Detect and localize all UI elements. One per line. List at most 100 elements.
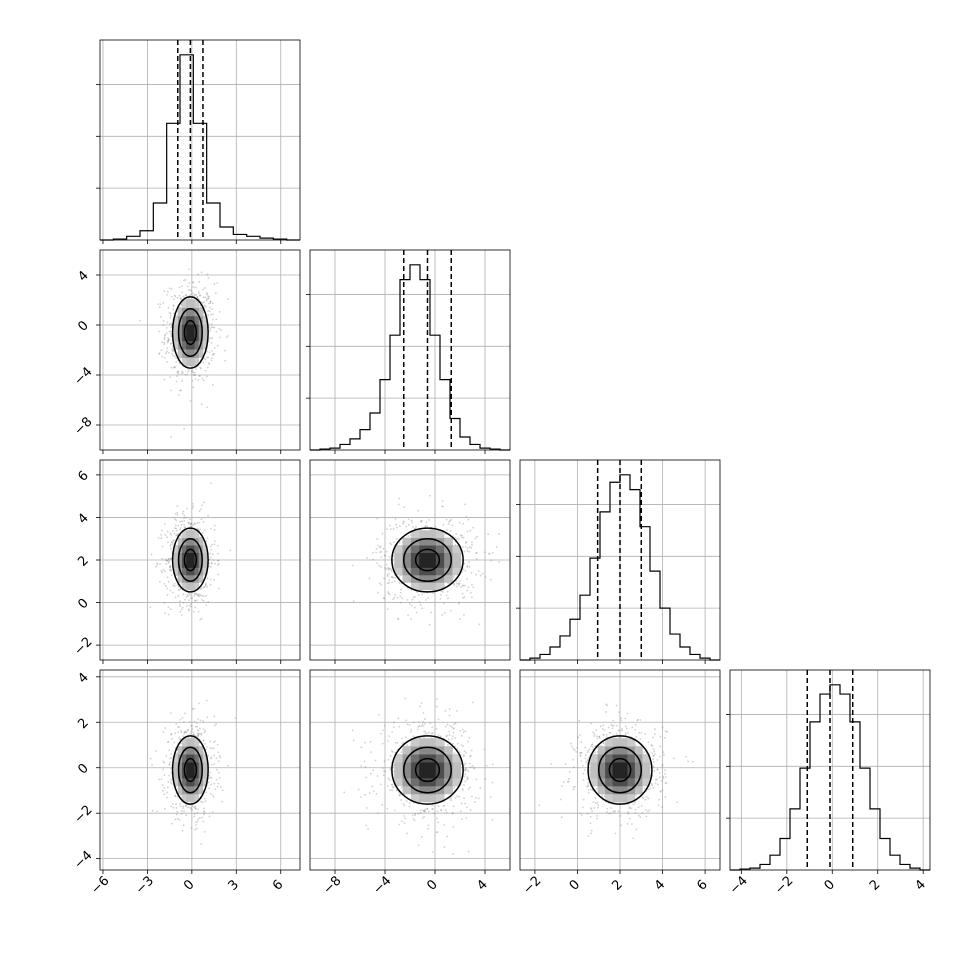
sample-point — [461, 571, 464, 574]
sample-point — [162, 768, 165, 771]
y-tick-label: 6 — [75, 468, 91, 484]
sample-point — [423, 815, 426, 818]
sample-point — [562, 781, 565, 784]
sample-point — [203, 301, 205, 304]
sample-point — [417, 728, 419, 731]
sample-point — [396, 741, 399, 744]
sample-point — [662, 777, 665, 780]
sample-point — [214, 740, 217, 743]
sample-point — [202, 521, 205, 523]
panel-frame — [99, 669, 301, 871]
sample-point — [453, 723, 456, 726]
sample-point — [471, 764, 474, 767]
sample-point — [383, 760, 386, 762]
sample-point — [431, 804, 434, 807]
sample-point — [458, 582, 461, 585]
sample-point — [407, 614, 410, 617]
sample-point — [183, 712, 186, 715]
sample-point — [659, 776, 661, 779]
sample-point — [210, 482, 212, 485]
sample-point — [632, 803, 635, 806]
sample-point — [177, 394, 180, 397]
sample-point — [176, 817, 179, 820]
sample-point — [189, 807, 192, 810]
sample-point — [209, 776, 212, 779]
sample-point — [177, 370, 180, 373]
sample-point — [364, 741, 366, 744]
sample-point — [476, 535, 479, 538]
sample-point — [173, 527, 176, 530]
sample-point — [417, 721, 420, 723]
sample-point — [186, 373, 188, 376]
density-cell — [590, 762, 599, 771]
sample-point — [577, 736, 580, 739]
sample-point — [200, 617, 203, 620]
sample-point — [151, 809, 154, 812]
sample-point — [488, 553, 491, 555]
sample-point — [444, 809, 447, 811]
sample-point — [190, 827, 193, 829]
sample-point — [491, 763, 494, 766]
sample-point — [454, 736, 457, 739]
sample-point — [391, 576, 394, 579]
sample-point — [191, 294, 194, 297]
sample-point — [455, 533, 458, 535]
sample-point — [579, 812, 582, 815]
sample-point — [421, 607, 424, 610]
sample-point — [462, 536, 465, 539]
sample-point — [178, 294, 181, 297]
sample-point — [400, 751, 403, 754]
sample-point — [383, 725, 386, 727]
sample-point — [189, 293, 192, 296]
sample-point — [399, 601, 402, 604]
sample-point — [205, 746, 208, 749]
sample-point — [209, 300, 212, 302]
sample-point — [196, 735, 199, 738]
sample-point — [209, 302, 212, 304]
sample-point — [618, 711, 620, 714]
sample-point — [209, 328, 212, 330]
sample-point — [426, 732, 429, 735]
sample-point — [453, 752, 456, 754]
density-cell — [444, 552, 453, 561]
sample-point — [175, 357, 177, 360]
sample-point — [181, 371, 184, 374]
density-cell — [620, 738, 628, 747]
density-cell — [419, 552, 428, 561]
sample-point — [652, 754, 655, 757]
sample-point — [386, 567, 389, 569]
sample-point — [656, 768, 659, 771]
sample-point — [601, 794, 604, 796]
sample-point — [431, 850, 434, 853]
sample-point — [158, 580, 161, 583]
sample-point — [185, 507, 188, 510]
sample-point — [596, 737, 599, 740]
sample-point — [169, 608, 172, 611]
sample-point — [449, 797, 452, 800]
sample-point — [392, 528, 395, 530]
density-cell — [642, 770, 651, 779]
sample-point — [182, 295, 185, 298]
density-cell — [202, 560, 208, 568]
sample-point — [210, 783, 213, 786]
sample-point — [198, 510, 201, 513]
sample-point — [215, 330, 218, 333]
sample-point — [440, 809, 443, 812]
sample-point — [179, 805, 182, 808]
density-cell — [444, 770, 453, 779]
sample-point — [359, 796, 362, 798]
sample-point — [211, 302, 214, 305]
sample-point — [187, 806, 189, 809]
sample-point — [203, 813, 205, 816]
sample-point — [440, 593, 442, 596]
sample-point — [570, 742, 572, 745]
sample-point — [481, 572, 484, 575]
sample-point — [408, 603, 411, 605]
sample-point — [448, 714, 451, 717]
sample-point — [398, 541, 401, 544]
density-cell — [198, 746, 204, 755]
sample-point — [466, 806, 468, 809]
scatter-2-1 — [351, 494, 501, 626]
sample-point — [175, 807, 178, 809]
sample-point — [186, 593, 189, 596]
